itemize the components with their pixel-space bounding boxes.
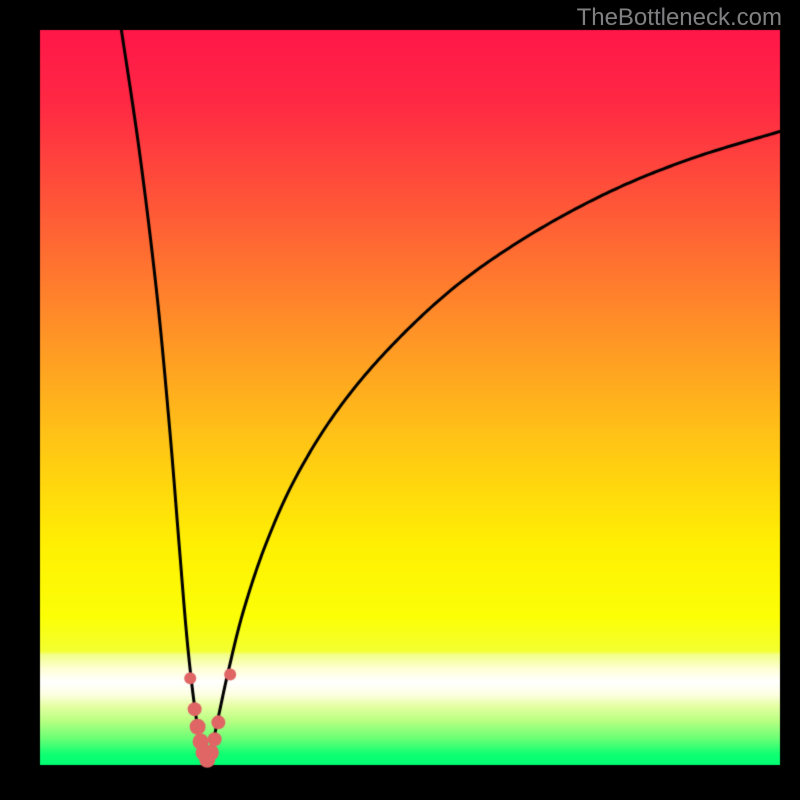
bottleneck-chart-canvas [0, 0, 800, 800]
watermark-text: TheBottleneck.com [577, 4, 782, 32]
chart-container: TheBottleneck.com [0, 0, 800, 800]
